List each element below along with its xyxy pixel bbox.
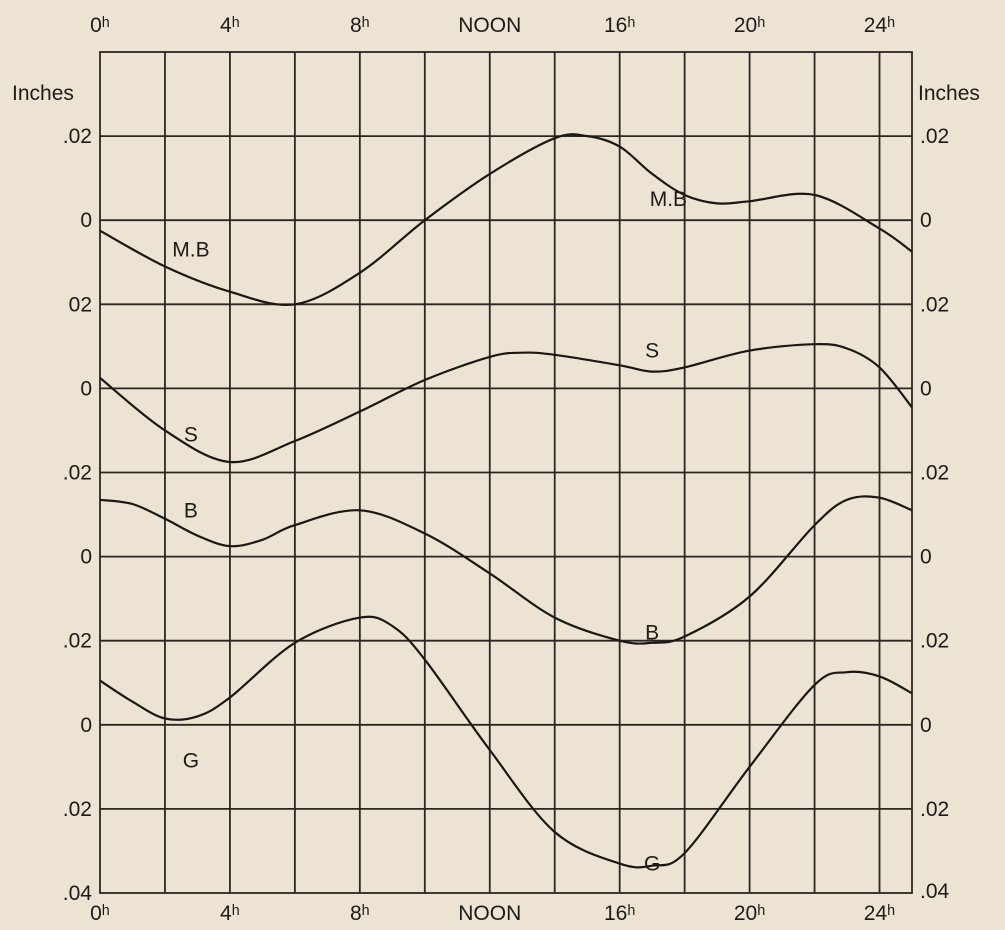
x-tick-label-bottom: 4ʰ [220,902,240,925]
series-label: M.B [172,239,209,262]
series-label: G [644,853,660,876]
y-tick-label-right: .04 [920,880,950,903]
x-tick-label-bottom: 24ʰ [864,902,895,925]
y-axis-unit-left: Inches [12,82,74,105]
y-tick-label-left: .04 [63,882,93,905]
series-label: B [184,499,198,522]
x-tick-label-top: 24ʰ [864,14,895,37]
y-tick-label-left: 02 [69,293,92,316]
x-tick-label-top: 16ʰ [604,14,635,37]
y-tick-label-right: .02 [920,798,949,821]
y-axis-unit-right: Inches [918,82,980,105]
chart-grid [99,51,913,894]
x-tick-label-top: 8ʰ [350,14,370,37]
y-tick-label-right: .02 [920,125,949,148]
x-tick-label-top: 20ʰ [734,14,765,37]
y-tick-label-left: .02 [63,798,92,821]
y-tick-label-right: .02 [920,293,949,316]
series-label: S [184,424,198,447]
series-label: S [645,340,659,363]
x-tick-label-bottom: 16ʰ [604,902,635,925]
y-tick-label-right: 0 [920,377,932,400]
x-tick-label-bottom: 8ʰ [350,902,370,925]
series-line-mb [99,133,913,307]
series-line-g [99,615,913,869]
y-tick-label-right: 0 [920,714,932,737]
y-tick-label-right: 0 [920,209,932,232]
series-label: G [183,750,199,773]
x-tick-label-top: NOON [458,14,521,37]
series-line-b [99,495,913,645]
x-tick-label-bottom: NOON [458,902,521,925]
x-tick-label-top: 0ʰ [90,14,110,37]
y-tick-label-left: 0 [80,546,92,569]
y-tick-label-right: .02 [920,630,949,653]
y-tick-label-left: 0 [80,714,92,737]
x-tick-label-bottom: 20ʰ [734,902,765,925]
series-line-s [99,343,913,464]
y-tick-label-right: 0 [920,546,932,569]
x-tick-label-bottom: 0ʰ [90,902,110,925]
series-label: B [645,621,659,644]
chart-series-layer [99,133,913,869]
y-tick-label-left: .02 [63,125,92,148]
y-tick-label-left: .02 [63,462,92,485]
y-tick-label-left: .02 [63,630,92,653]
series-label: M.B [650,188,687,211]
chart-label-layer: 0ʰ 4ʰ 8ʰ NOON 16ʰ 20ʰ 24ʰ 0ʰ 4ʰ 8ʰ NOON 16ʰ 20ʰ 24ʰ In… [12,14,980,925]
y-tick-label-left: 0 [80,209,92,232]
x-tick-label-top: 4ʰ [220,14,240,37]
y-tick-label-left: 0 [80,377,92,400]
y-tick-label-right: .02 [920,462,949,485]
